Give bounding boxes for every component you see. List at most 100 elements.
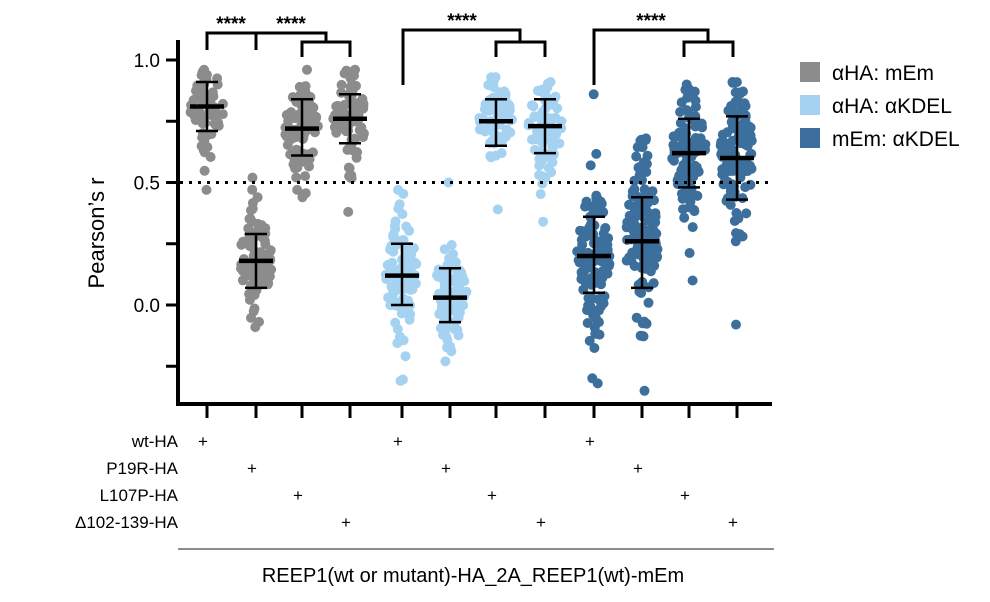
x-ticks — [205, 404, 739, 418]
significance-label-3: **** — [447, 11, 477, 32]
significance-label-1: **** — [216, 14, 246, 35]
group-ha-kdel-p19r-ha — [432, 177, 472, 367]
data-point — [679, 212, 690, 223]
data-point — [385, 300, 396, 311]
data-point — [528, 101, 539, 112]
plus-marker-3: + — [293, 486, 303, 505]
data-point — [246, 312, 256, 323]
data-point — [442, 342, 452, 353]
data-point — [393, 203, 404, 214]
data-point — [577, 239, 588, 250]
data-point — [700, 139, 711, 150]
data-point — [351, 80, 361, 91]
data-point — [458, 300, 469, 311]
data-point — [398, 335, 409, 346]
mean-sd-ha-mem-p19r-ha — [239, 232, 273, 290]
bracket-3 — [401, 28, 522, 85]
data-point — [344, 163, 355, 174]
significance-label-4: **** — [636, 11, 666, 32]
data-point — [632, 142, 643, 153]
data-point — [532, 126, 542, 136]
data-point — [247, 216, 257, 227]
mean-sd-mem-kdel-102-139-ha — [720, 115, 754, 201]
plus-marker-10: + — [633, 459, 643, 478]
data-point — [199, 146, 210, 157]
data-point — [343, 206, 354, 217]
data-point — [627, 247, 638, 258]
data-point — [311, 113, 322, 123]
data-point — [717, 169, 728, 180]
data-point — [740, 182, 751, 193]
data-point — [726, 117, 737, 127]
data-point — [731, 77, 742, 88]
group-mem-kdel-l107p-ha — [667, 79, 711, 286]
group-mem-kdel-p19r-ha — [621, 133, 663, 396]
data-point — [689, 137, 700, 148]
plus-marker-4: + — [341, 513, 351, 532]
mean-sd-mem-kdel-l107p-ha — [672, 117, 706, 189]
data-point — [585, 160, 596, 171]
row-label-p19r: P19R-HA — [106, 459, 178, 478]
data-point — [307, 102, 318, 112]
data-point — [644, 230, 654, 241]
plus-marker-11: + — [680, 486, 690, 505]
data-point — [544, 113, 555, 123]
row-label-l107p: L107P-HA — [100, 486, 179, 505]
data-point — [485, 151, 496, 162]
data-point — [505, 127, 516, 138]
data-point — [483, 121, 494, 132]
legend-label-2: αHA: αKDEL — [832, 95, 952, 118]
data-point — [650, 217, 661, 228]
data-point — [252, 192, 263, 203]
data-point — [671, 131, 682, 142]
bracket-3-sub — [494, 40, 547, 57]
data-point — [300, 155, 311, 166]
bracket-4 — [592, 28, 710, 85]
data-point — [554, 138, 565, 149]
plus-marker-1: + — [198, 432, 208, 451]
data-point — [582, 318, 593, 328]
data-point — [492, 204, 503, 215]
mean-sd-ha-kdel-l107p-ha — [479, 97, 513, 147]
mean-sd-mem-kdel-wt-ha — [577, 215, 611, 294]
data-point — [674, 170, 685, 181]
data-point — [392, 324, 403, 335]
data-point — [200, 117, 211, 128]
plus-marker-12: + — [728, 513, 738, 532]
mean-sd-mem-kdel-p19r-ha — [625, 195, 659, 290]
data-point — [407, 284, 418, 295]
data-point — [629, 175, 640, 186]
data-points-layer — [185, 64, 757, 396]
significance-label-2: **** — [276, 14, 306, 35]
data-point — [291, 132, 302, 143]
data-point — [729, 216, 740, 226]
data-point — [598, 207, 609, 218]
data-point — [197, 132, 208, 143]
data-point — [442, 335, 453, 346]
data-point — [641, 167, 652, 177]
significance-brackets: **** **** **** **** — [205, 11, 735, 85]
data-point — [331, 101, 342, 112]
data-point — [726, 161, 737, 171]
data-point — [739, 98, 750, 109]
legend-swatch-1 — [800, 62, 820, 82]
data-point — [440, 356, 451, 367]
data-point — [345, 173, 356, 183]
data-point — [593, 305, 604, 316]
data-point — [400, 351, 411, 362]
construct-rows: wt-HA P19R-HA L107P-HA Δ102-139-HA — [75, 432, 179, 532]
data-point — [283, 109, 294, 120]
data-point — [386, 240, 397, 251]
data-point — [737, 167, 748, 177]
data-point — [398, 188, 409, 199]
data-point — [213, 120, 224, 131]
data-point — [640, 135, 651, 146]
data-point — [254, 316, 264, 327]
data-point — [591, 193, 602, 204]
data-point — [577, 226, 588, 237]
data-point — [639, 385, 650, 396]
data-point — [440, 310, 451, 321]
data-point — [594, 237, 605, 247]
group-mem-kdel-102-139-ha — [715, 77, 757, 330]
